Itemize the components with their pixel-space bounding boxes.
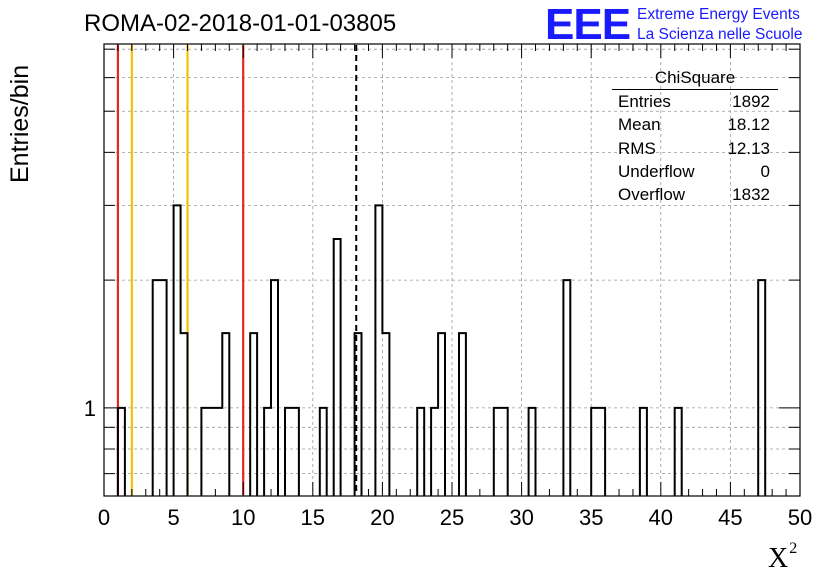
histogram-bars (116, 204, 767, 496)
stats-label: Mean (618, 115, 661, 135)
x-tick-label: 0 (98, 505, 110, 530)
histogram-bin (271, 280, 278, 496)
x-tick-label: 5 (167, 505, 179, 530)
histogram-bin (215, 408, 222, 496)
histogram-bin (181, 333, 188, 496)
stats-label: RMS (618, 138, 656, 158)
stats-value: 12.13 (727, 138, 770, 158)
histogram-bin (382, 333, 389, 496)
histogram-bin (598, 408, 605, 496)
chart-title: ROMA-02-2018-01-01-03805 (84, 10, 397, 37)
stats-value: 1832 (732, 185, 770, 205)
histogram-bin (375, 205, 382, 496)
x-tick-label: 20 (370, 505, 394, 530)
histogram-bin (118, 408, 125, 496)
x-tick-label: 15 (301, 505, 325, 530)
histogram-bin (153, 280, 160, 496)
histogram-bin (334, 239, 341, 496)
logo-line-1: Extreme Energy Events (637, 6, 800, 23)
histogram-bin (591, 408, 598, 496)
logo-line-2: La Scienza nelle Scuole (637, 26, 803, 43)
reference-lines (116, 45, 358, 495)
histogram-bin (675, 408, 682, 496)
stats-value: 0 (760, 161, 770, 181)
histogram-bin (160, 280, 167, 496)
stats-box-title: ChiSquare (612, 68, 778, 90)
stats-row: Mean 18.12 (612, 113, 778, 136)
stats-row: Overflow 1832 (612, 183, 778, 206)
x-tick-label: 35 (579, 505, 603, 530)
x-tick-label: 40 (649, 505, 673, 530)
stats-box: ChiSquare Entries 1892 Mean 18.12 RMS 12.13… (612, 68, 778, 206)
histogram-bin (431, 408, 438, 496)
histogram-bin (438, 333, 445, 496)
y-tick-label: 1 (84, 396, 96, 421)
histogram-bin (417, 408, 424, 496)
histogram-bin (355, 333, 362, 496)
x-tick-label: 25 (440, 505, 464, 530)
histogram-bin (640, 408, 647, 496)
x-tick-labels: 0 5 10 15 20 25 30 35 40 45 50 (98, 505, 812, 530)
histogram-bin (501, 408, 508, 496)
histogram-bin (494, 408, 501, 496)
histogram-bin (459, 333, 466, 496)
eee-logo: EEE (545, 0, 631, 49)
stats-value: 1892 (732, 92, 770, 111)
stats-value: 18.12 (727, 115, 770, 135)
x-axis-label-exponent: 2 (789, 540, 798, 557)
stats-row: Underflow 0 (612, 160, 778, 183)
stats-label: Overflow (618, 185, 686, 205)
histogram-bin (264, 408, 271, 496)
stats-row: Entries 1892 (612, 90, 778, 113)
axis-ticks (103, 44, 801, 496)
histogram-bin (320, 408, 327, 496)
histogram-bin (563, 280, 570, 496)
y-tick-labels: 1 (84, 396, 96, 421)
x-axis-label-symbol: X (768, 543, 789, 574)
x-tick-label: 30 (509, 505, 533, 530)
histogram-bin (250, 333, 257, 496)
stats-label: Entries (618, 92, 671, 111)
x-tick-label: 50 (788, 505, 812, 530)
histogram-bin (208, 408, 215, 496)
histogram-bin (174, 205, 181, 496)
histogram-bin (529, 408, 536, 496)
y-axis-label: Entries/bin (6, 64, 34, 183)
histogram-bin (292, 408, 299, 496)
histogram-bin (222, 333, 229, 496)
histogram-bin (201, 408, 208, 496)
histogram-bin (758, 280, 765, 496)
histogram-bin (285, 408, 292, 496)
x-axis-label: X2 (768, 540, 797, 575)
x-tick-label: 10 (231, 505, 255, 530)
x-tick-label: 45 (718, 505, 742, 530)
stats-label: Underflow (618, 161, 695, 181)
stats-row: RMS 12.13 (612, 137, 778, 160)
